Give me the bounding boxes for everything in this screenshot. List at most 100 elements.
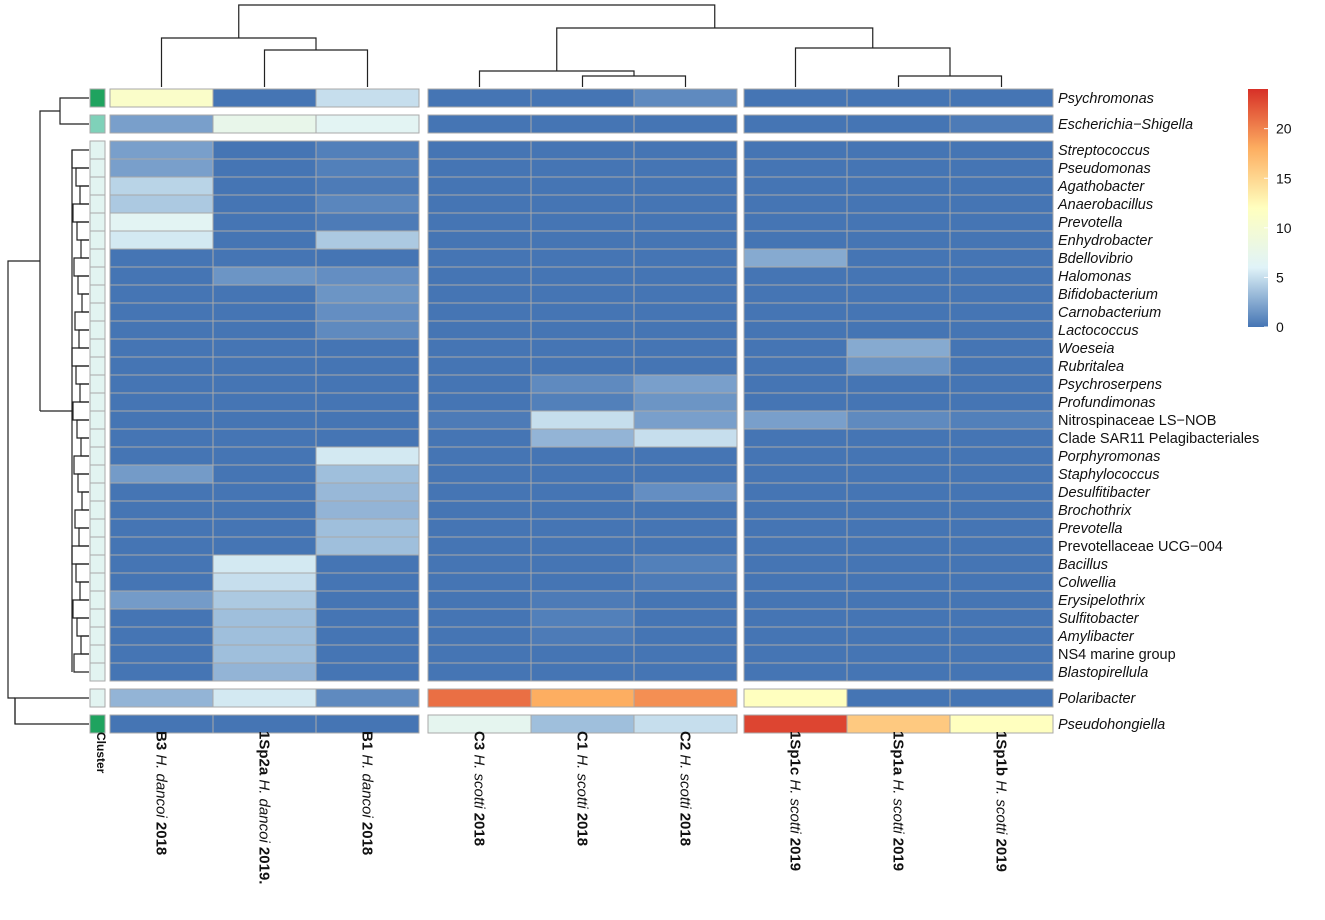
heatmap-cell [949,626,1054,646]
heatmap-cell [109,608,214,628]
row-label: Pseudohongiella [1058,717,1165,733]
row-label: Prevotella [1058,215,1122,231]
cluster-axis-label: Cluster [94,732,108,774]
heatmap-cell [109,662,214,682]
heatmap-cell [109,374,214,394]
heatmap-cell [427,88,532,108]
row-label: Carnobacterium [1058,305,1161,321]
heatmap-cell [212,662,317,682]
heatmap-cell [427,644,532,664]
heatmap-cell [743,688,848,708]
cluster-cell [89,482,106,502]
heatmap-cell [427,410,532,430]
heatmap-cell [530,688,635,708]
heatmap-cell [633,158,738,178]
heatmap-cell [530,338,635,358]
heatmap-cell [315,88,420,108]
row-label: Bdellovibrio [1058,251,1133,267]
heatmap-cell [212,284,317,304]
heatmap-cell [846,662,951,682]
dendrogram-link [556,27,874,71]
row-label: Porphyromonas [1058,449,1160,465]
dendrogram-link [73,653,89,673]
heatmap-cell [212,644,317,664]
heatmap-cell [743,248,848,268]
heatmap-cell [633,302,738,322]
dendrogram-link [80,635,89,655]
dendrogram-link [75,365,89,385]
heatmap-cell [633,446,738,466]
heatmap-cell [949,230,1054,250]
column-label-id: C2 [677,731,694,754]
heatmap-cell [949,410,1054,430]
heatmap-cell [743,266,848,286]
heatmap-cell [427,572,532,592]
heatmap-cell [109,284,214,304]
cluster-cell [89,536,106,556]
heatmap-cell [315,266,420,286]
row-label: NS4 marine group [1058,647,1176,663]
heatmap-cell [743,464,848,484]
row-label: Prevotellaceae UCG−004 [1058,539,1223,555]
dendrogram-link [73,257,89,277]
legend-colorbar [1248,89,1268,327]
heatmap-cell [212,356,317,376]
heatmap-cell [743,644,848,664]
heatmap-cell [427,320,532,340]
column-label-year: 2018 [153,822,170,855]
heatmap-cell [315,320,420,340]
heatmap-cell [212,482,317,502]
heatmap-cell [743,176,848,196]
heatmap-cell [315,428,420,448]
heatmap-cell [633,114,738,134]
heatmap-cell [212,212,317,232]
heatmap-cell [846,302,951,322]
heatmap-cell [530,554,635,574]
heatmap-cell [633,590,738,610]
row-label: Pseudomonas [1058,161,1151,177]
cluster-cell [89,230,106,250]
dendrogram-link [77,473,89,493]
heatmap-cell [530,536,635,556]
heatmap-cell [846,114,951,134]
heatmap-cell [949,662,1054,682]
heatmap-cell [530,320,635,340]
cluster-cell [89,500,106,520]
heatmap-cell [949,482,1054,502]
heatmap-cell [949,500,1054,520]
heatmap-cell [109,688,214,708]
row-label: Nitrospinaceae LS−NOB [1058,413,1216,429]
dendrogram-link [478,70,635,87]
heatmap-cell [949,536,1054,556]
heatmap-cell [530,446,635,466]
column-label-id: B3 [153,731,170,754]
heatmap-cell [743,338,848,358]
row-label: Desulfitibacter [1058,485,1151,501]
heatmap-cell [427,356,532,376]
heatmap-cell [949,140,1054,160]
heatmap-cell [315,662,420,682]
dendrogram-link [897,75,1003,87]
heatmap-cell [109,644,214,664]
column-label: 1Sp1b H. scotti 2019 [993,731,1010,872]
heatmap-cell [846,266,951,286]
heatmap-cell [743,88,848,108]
heatmap-cell [633,176,738,196]
column-label-species: H. scotti [471,754,488,812]
column-label-species: H. dancoi [359,754,376,822]
row-label: Amylibacter [1057,629,1135,645]
column-label: 1Sp1a H. scotti 2019 [890,731,907,871]
heatmap-cell [212,158,317,178]
heatmap-cell [427,266,532,286]
heatmap-cell [530,590,635,610]
heatmap-cell [212,88,317,108]
heatmap-cell [315,644,420,664]
heatmap-cell [846,356,951,376]
dendrogram-link [80,239,89,259]
heatmap-cell [633,608,738,628]
heatmap-cell [530,518,635,538]
heatmap-cell [530,374,635,394]
heatmap-cell [530,176,635,196]
dendrogram-link [71,149,89,169]
heatmap-cells [109,88,1054,734]
